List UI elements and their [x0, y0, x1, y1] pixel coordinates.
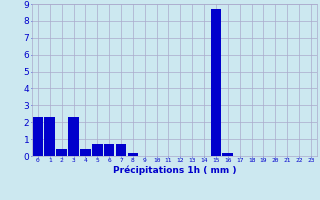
Bar	[222, 153, 233, 156]
X-axis label: Précipitations 1h ( mm ): Précipitations 1h ( mm )	[113, 166, 236, 175]
Bar	[33, 117, 43, 156]
Bar	[211, 9, 221, 156]
Bar	[80, 149, 91, 156]
Bar	[116, 144, 126, 156]
Bar	[68, 117, 79, 156]
Bar	[44, 117, 55, 156]
Bar	[104, 144, 115, 156]
Bar	[92, 144, 103, 156]
Bar	[56, 149, 67, 156]
Bar	[128, 153, 138, 156]
